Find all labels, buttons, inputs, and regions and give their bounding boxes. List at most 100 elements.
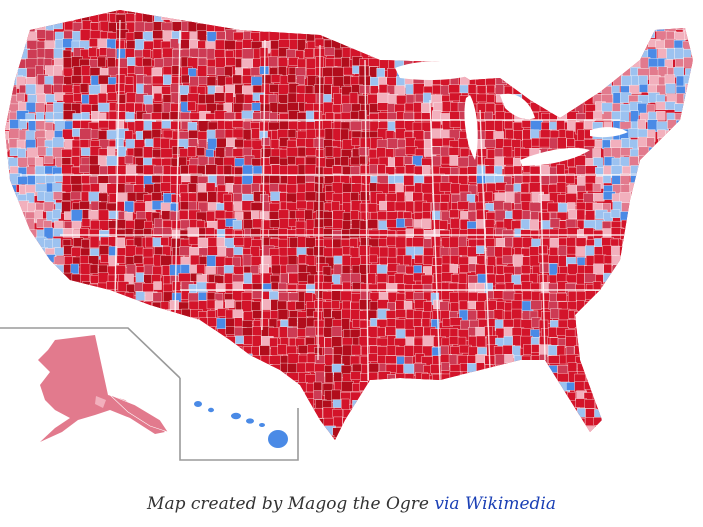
county-cell [656, 372, 666, 382]
county-cell [664, 101, 676, 110]
county-cell [378, 399, 389, 411]
county-cell [422, 283, 433, 294]
county-cell [169, 10, 182, 16]
county-cell [5, 59, 7, 69]
county-cell [684, 389, 693, 399]
county-cell [682, 221, 693, 234]
county-cell [52, 238, 61, 248]
county-cell [657, 10, 666, 15]
county-cell [161, 112, 170, 121]
county-cell [404, 373, 415, 385]
county-cell [567, 75, 576, 86]
county-cell [133, 147, 144, 158]
county-cell [556, 212, 568, 221]
county-cell [476, 31, 489, 41]
county-cell [684, 184, 693, 196]
county-cell [324, 47, 336, 56]
county-cell [646, 425, 659, 438]
county-cell [214, 401, 224, 413]
county-cell [262, 380, 274, 392]
county-cell [88, 94, 99, 105]
county-cell [171, 434, 185, 440]
county-cell [610, 391, 622, 404]
county-cell [694, 23, 703, 32]
county-cell [386, 219, 398, 228]
county-cell [376, 435, 388, 440]
county-cell [181, 290, 190, 300]
county-cell [495, 84, 504, 96]
county-cell [109, 344, 119, 353]
county-cell [594, 336, 604, 348]
county-cell [243, 21, 254, 32]
county-cell [395, 48, 408, 60]
county-cell [512, 381, 522, 392]
county-cell [684, 147, 693, 160]
county-cell [486, 401, 496, 412]
county-cell [54, 247, 64, 256]
county-cell [692, 309, 693, 320]
county-cell [467, 13, 477, 26]
county-cell [295, 157, 305, 166]
county-cell [412, 155, 423, 166]
county-cell [639, 416, 650, 426]
county-cell [620, 383, 632, 395]
county-cell [674, 137, 687, 149]
county-cell [521, 237, 533, 248]
county-cell [368, 408, 377, 421]
county-cell [449, 317, 463, 326]
county-cell [124, 155, 134, 165]
county-cell [431, 401, 445, 414]
county-cell [180, 264, 191, 274]
county-cell [621, 31, 630, 41]
county-cell [378, 238, 388, 247]
county-cell [117, 345, 127, 357]
county-cell [602, 174, 612, 184]
county-cell [9, 248, 19, 260]
county-cell [593, 417, 602, 426]
county-cell [224, 398, 233, 407]
county-cell [466, 221, 477, 230]
county-cell [358, 147, 370, 156]
county-cell [378, 13, 388, 23]
county-cell [466, 29, 479, 41]
county-cell [631, 220, 640, 229]
county-cell [513, 40, 525, 54]
county-cell [475, 264, 486, 275]
county-cell [684, 157, 693, 170]
county-cell [675, 238, 689, 251]
county-cell [532, 10, 543, 18]
county-cell [619, 309, 629, 318]
county-cell [630, 284, 640, 295]
county-cell [214, 381, 225, 390]
county-cell [468, 409, 479, 422]
county-cell [143, 10, 155, 14]
county-cell [170, 380, 180, 391]
county-cell [197, 426, 211, 435]
county-cell [675, 220, 685, 231]
county-cell [124, 228, 134, 237]
county-cell [341, 229, 351, 239]
county-cell [584, 399, 595, 409]
county-cell [5, 212, 10, 225]
county-cell [558, 391, 569, 404]
county-cell [629, 29, 642, 41]
county-cell [541, 428, 552, 438]
county-cell [486, 94, 495, 103]
county-cell [81, 218, 91, 227]
county-cell [638, 272, 649, 285]
county-cell [351, 29, 364, 42]
county-cell [367, 39, 380, 52]
county-cell [504, 236, 513, 248]
county-cell [513, 130, 523, 141]
county-cell [648, 22, 659, 32]
county-cell [268, 20, 281, 32]
county-cell [493, 435, 503, 440]
county-cell [61, 327, 70, 340]
county-cell [631, 10, 644, 17]
caption-via-link[interactable]: via Wikimedia [434, 494, 556, 514]
county-cell [206, 356, 220, 365]
county-cell [610, 66, 624, 76]
county-cell [324, 372, 334, 383]
county-cell [244, 373, 254, 387]
county-cell [692, 103, 693, 113]
